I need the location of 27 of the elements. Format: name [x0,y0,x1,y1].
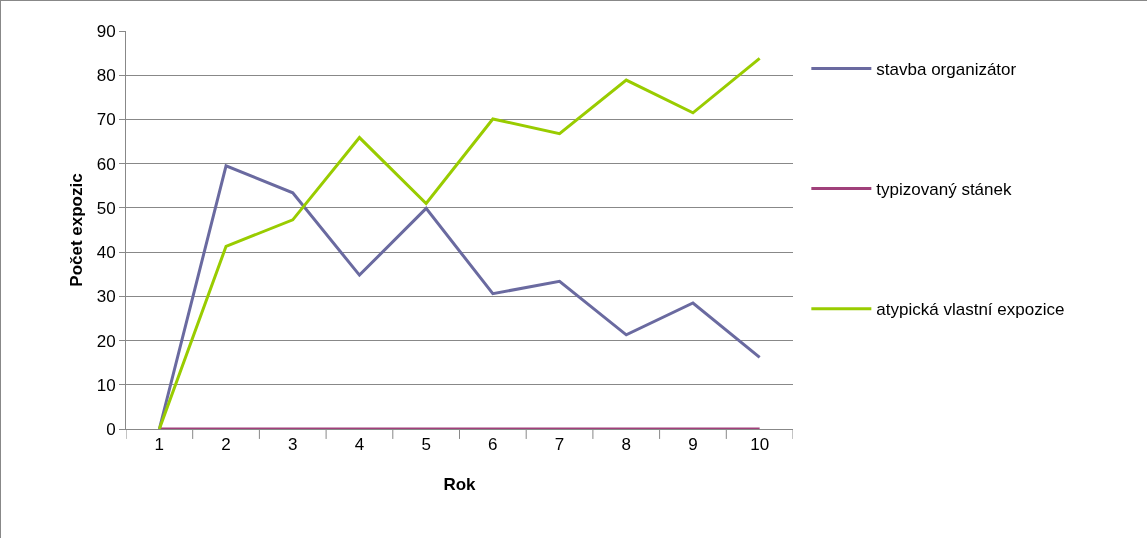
y-tick-label: 20 [96,331,116,351]
y-tick-label: 80 [96,66,116,86]
legend-label: atypická vlastní expozice [876,300,1065,320]
x-tick-label: 7 [554,435,565,455]
y-tick-label: 60 [96,154,116,174]
y-tick-label: 50 [96,198,116,218]
x-tick-label: 9 [688,435,698,455]
x-tick-label: 3 [288,435,298,455]
x-tick-label: 2 [221,435,231,455]
legend-label: typizovaný stánek [876,180,1012,200]
x-tick-label: 8 [621,435,631,455]
y-tick-label: 0 [106,419,116,439]
line-series [157,56,762,429]
x-tick-label: 10 [750,435,770,455]
line-series [157,164,762,429]
x-tick-label: 5 [421,435,431,455]
y-tick-label: 10 [96,375,116,395]
y-tick-label: 30 [96,287,116,307]
y-tick-label: 70 [96,110,116,130]
y-tick-label: 40 [96,243,116,263]
x-tick-label: 6 [488,435,498,455]
legend-label: stavba organizátor [876,60,1017,80]
x-axis-title: Rok [443,475,477,494]
x-tick-label: 4 [354,435,365,455]
y-axis-title: Počet expozic [67,173,86,287]
x-tick-label: 1 [154,435,165,455]
y-tick-label: 90 [96,21,116,41]
